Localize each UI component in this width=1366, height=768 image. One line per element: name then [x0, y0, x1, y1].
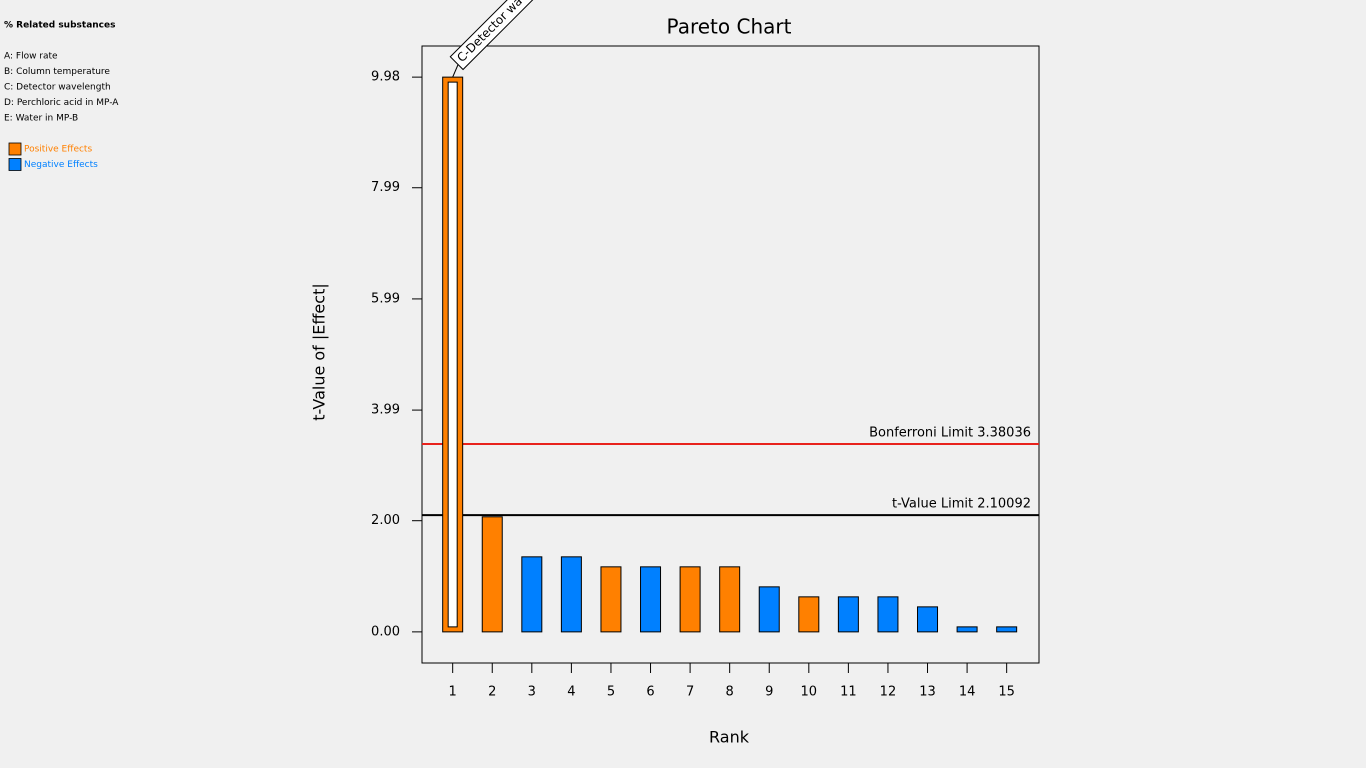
x-tick-label: 8 — [726, 685, 734, 700]
factor-label: A: Flow rate — [4, 52, 58, 62]
bar — [917, 606, 939, 633]
x-tick-label: 10 — [801, 685, 818, 700]
x-tick-label: 4 — [567, 685, 575, 700]
legend-label: Positive Effects — [24, 145, 92, 155]
bar — [996, 626, 1018, 633]
factor-label: E: Water in MP-B — [4, 114, 78, 124]
x-tick-label: 13 — [919, 685, 936, 700]
legend-swatch — [8, 142, 22, 156]
x-tick-label: 15 — [998, 685, 1015, 700]
annotation-box — [449, 0, 570, 71]
bar — [798, 596, 820, 633]
bar — [679, 566, 701, 633]
bar — [481, 516, 503, 633]
x-tick-label: 2 — [488, 685, 496, 700]
bar — [600, 566, 622, 633]
x-tick-label: 1 — [449, 685, 457, 700]
factor-label: D: Perchloric acid in MP-A — [4, 98, 119, 108]
x-tick-label: 3 — [528, 685, 536, 700]
chart-title: Pareto Chart — [667, 15, 792, 39]
y-tick-label: 9.98 — [371, 70, 400, 85]
factor-label: C: Detector wavelength — [4, 83, 111, 93]
bar — [956, 626, 978, 633]
bar — [640, 566, 662, 633]
sidebar-heading: % Related substances — [4, 21, 115, 31]
factor-label: B: Column temperature — [4, 67, 110, 77]
bar — [521, 556, 543, 633]
bar — [877, 596, 899, 633]
x-tick-label: 11 — [840, 685, 857, 700]
x-tick-label: 12 — [880, 685, 897, 700]
x-axis-label: Rank — [709, 728, 750, 747]
bar — [560, 556, 582, 633]
x-tick-label: 9 — [765, 685, 773, 700]
legend-label: Negative Effects — [24, 160, 98, 170]
bar — [837, 596, 859, 633]
annotation: C-Detector wavelength — [449, 0, 570, 71]
annotation-label: C-Detector wavelength — [454, 0, 562, 65]
bar — [758, 586, 780, 633]
y-axis-label: t-Value of |Effect| — [310, 283, 329, 420]
legend-swatch — [8, 158, 22, 171]
y-tick-label: 7.99 — [371, 180, 400, 195]
y-tick-label: 0.00 — [371, 624, 400, 639]
x-tick-label: 7 — [686, 685, 694, 700]
y-tick-label: 5.99 — [371, 291, 400, 306]
y-tick-label: 2.00 — [371, 513, 400, 528]
annotation-leader — [452, 62, 460, 78]
reference-label: Bonferroni Limit 3.38036 — [869, 425, 1031, 440]
reference-label: t-Value Limit 2.10092 — [892, 497, 1031, 512]
bar-highlight — [447, 81, 458, 628]
y-tick-label: 3.99 — [371, 403, 400, 418]
x-tick-label: 14 — [959, 685, 976, 700]
x-tick-label: 5 — [607, 685, 615, 700]
plot-frame — [421, 45, 1040, 664]
bar — [719, 566, 741, 633]
x-tick-label: 6 — [646, 685, 654, 700]
